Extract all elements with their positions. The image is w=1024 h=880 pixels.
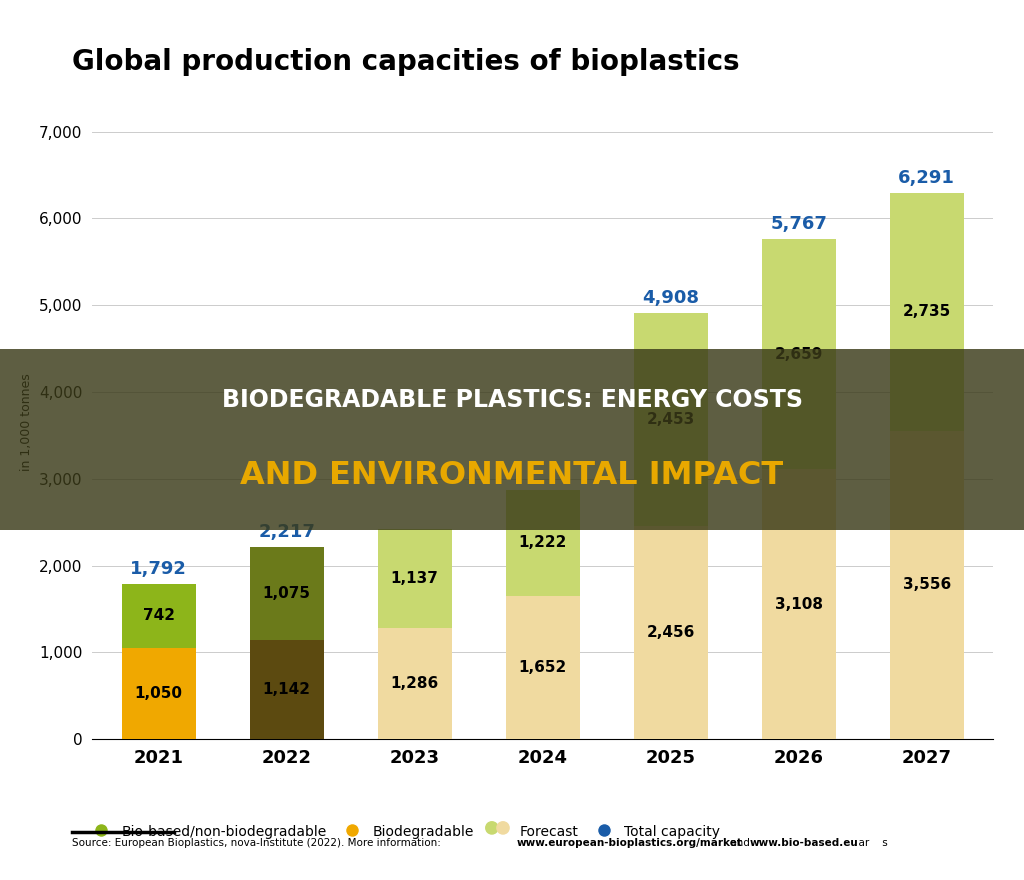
Text: 6,291: 6,291 bbox=[898, 169, 955, 187]
Bar bbox=[762, 469, 836, 739]
Bar bbox=[634, 313, 708, 526]
Bar bbox=[506, 596, 580, 739]
Text: 1,652: 1,652 bbox=[518, 660, 567, 675]
Bar bbox=[634, 526, 708, 739]
Bar bbox=[250, 546, 324, 640]
Text: Global production capacities of bioplastics: Global production capacities of bioplast… bbox=[72, 48, 739, 77]
Text: 1,075: 1,075 bbox=[263, 586, 310, 601]
Text: 2,453: 2,453 bbox=[646, 412, 695, 427]
Bar bbox=[378, 529, 452, 627]
Text: 2,735: 2,735 bbox=[902, 304, 951, 319]
Bar bbox=[762, 238, 836, 469]
Text: 1,286: 1,286 bbox=[390, 676, 439, 691]
Text: 3,108: 3,108 bbox=[775, 597, 822, 612]
Text: and: and bbox=[727, 839, 754, 848]
Text: 1,222: 1,222 bbox=[518, 535, 567, 550]
Text: AND ENVIRONMENTAL IMPACT: AND ENVIRONMENTAL IMPACT bbox=[241, 460, 783, 491]
Text: BIODEGRADABLE PLASTICS: ENERGY COSTS: BIODEGRADABLE PLASTICS: ENERGY COSTS bbox=[221, 388, 803, 412]
Text: 2,217: 2,217 bbox=[258, 523, 315, 540]
Bar bbox=[122, 648, 196, 739]
Text: 2,456: 2,456 bbox=[646, 625, 695, 640]
Text: www.european-bioplastics.org/market: www.european-bioplastics.org/market bbox=[517, 839, 743, 848]
Text: ar    s: ar s bbox=[852, 839, 888, 848]
Text: 742: 742 bbox=[142, 608, 175, 623]
Bar bbox=[122, 583, 196, 648]
Text: Source: European Bioplastics, nova-Institute (2022). More information:: Source: European Bioplastics, nova-Insti… bbox=[72, 839, 443, 848]
Text: 1,142: 1,142 bbox=[263, 682, 310, 697]
Y-axis label: in 1,000 tonnes: in 1,000 tonnes bbox=[20, 373, 34, 472]
Bar bbox=[890, 430, 964, 739]
Bar bbox=[506, 490, 580, 596]
Text: 5,767: 5,767 bbox=[770, 215, 827, 232]
Text: 4,908: 4,908 bbox=[642, 290, 699, 307]
Legend: Bio-based/non-biodegradable, Biodegradable, Forecast, Total capacity: Bio-based/non-biodegradable, Biodegradab… bbox=[81, 819, 726, 844]
Bar bbox=[378, 627, 452, 739]
Text: 1,792: 1,792 bbox=[130, 560, 187, 577]
Text: www.bio-based.eu: www.bio-based.eu bbox=[750, 839, 858, 848]
Text: 1,050: 1,050 bbox=[135, 686, 182, 701]
Bar bbox=[250, 640, 324, 739]
Bar bbox=[890, 194, 964, 430]
Text: 3,556: 3,556 bbox=[902, 577, 951, 592]
Text: 1,137: 1,137 bbox=[391, 571, 438, 586]
Text: 2,659: 2,659 bbox=[774, 347, 823, 362]
